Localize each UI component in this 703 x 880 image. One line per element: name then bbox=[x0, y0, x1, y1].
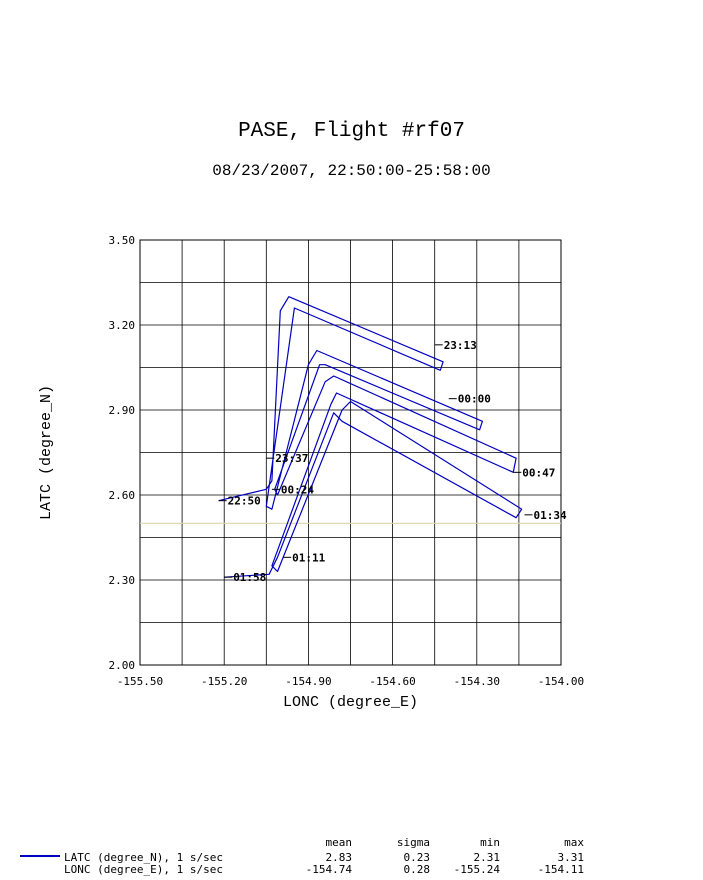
stats-row-mean: 2.83 bbox=[325, 851, 353, 864]
y-tick-label: 2.90 bbox=[109, 404, 136, 417]
time-annotation-label: 00:47 bbox=[522, 466, 555, 479]
x-tick-label: -154.30 bbox=[454, 675, 500, 688]
y-tick-label: 2.00 bbox=[109, 659, 136, 672]
time-annotation-label: 22:50 bbox=[228, 495, 261, 508]
time-annotation-label: 01:34 bbox=[534, 509, 567, 522]
x-tick-label: -154.60 bbox=[369, 675, 415, 688]
time-annotation-label: 23:13 bbox=[444, 339, 477, 352]
statistics-legend: mean sigma min max LATC (degree_N), 1 s/… bbox=[0, 836, 703, 880]
time-annotation-label: 00:24 bbox=[281, 483, 314, 496]
chart-title: PASE, Flight #rf07 bbox=[238, 120, 465, 143]
x-tick-label: -155.20 bbox=[201, 675, 247, 688]
time-annotation-label: 01:58 bbox=[233, 571, 266, 584]
x-axis-label: LONC (degree_E) bbox=[283, 694, 418, 711]
stats-header-min: min bbox=[480, 836, 500, 849]
time-annotation-label: 01:11 bbox=[292, 551, 325, 564]
stats-row-mean: -154.74 bbox=[305, 863, 352, 876]
time-annotation-label: 23:37 bbox=[275, 452, 308, 465]
stats-header-max: max bbox=[564, 836, 584, 849]
x-tick-label: -155.50 bbox=[117, 675, 163, 688]
y-tick-label: 3.20 bbox=[109, 319, 136, 332]
stats-row-label: LATC (degree_N), 1 s/sec bbox=[64, 851, 223, 864]
stats-header-mean: mean bbox=[325, 836, 353, 849]
time-annotation-label: 00:00 bbox=[458, 393, 491, 406]
legend-line-swatch bbox=[20, 855, 60, 857]
stats-row-sigma: 0.28 bbox=[403, 863, 431, 876]
chart-subtitle: 08/23/2007, 22:50:00-25:58:00 bbox=[212, 162, 491, 180]
stats-row-sigma: 0.23 bbox=[403, 851, 431, 864]
stats-row-max: -154.11 bbox=[537, 863, 584, 876]
stats-header-sigma: sigma bbox=[396, 836, 430, 849]
flight-track-line bbox=[218, 296, 523, 578]
y-axis-label: LATC (degree_N) bbox=[38, 385, 55, 520]
stats-row-min: -155.24 bbox=[453, 863, 500, 876]
stats-row-min: 2.31 bbox=[473, 851, 501, 864]
y-tick-label: 2.30 bbox=[109, 574, 136, 587]
y-tick-label: 2.60 bbox=[109, 489, 136, 502]
stats-row-label: LONC (degree_E), 1 s/sec bbox=[64, 863, 223, 876]
x-tick-label: -154.00 bbox=[538, 675, 584, 688]
y-tick-label: 3.50 bbox=[109, 234, 136, 247]
stats-row-max: 3.31 bbox=[557, 851, 585, 864]
x-tick-label: -154.90 bbox=[285, 675, 331, 688]
